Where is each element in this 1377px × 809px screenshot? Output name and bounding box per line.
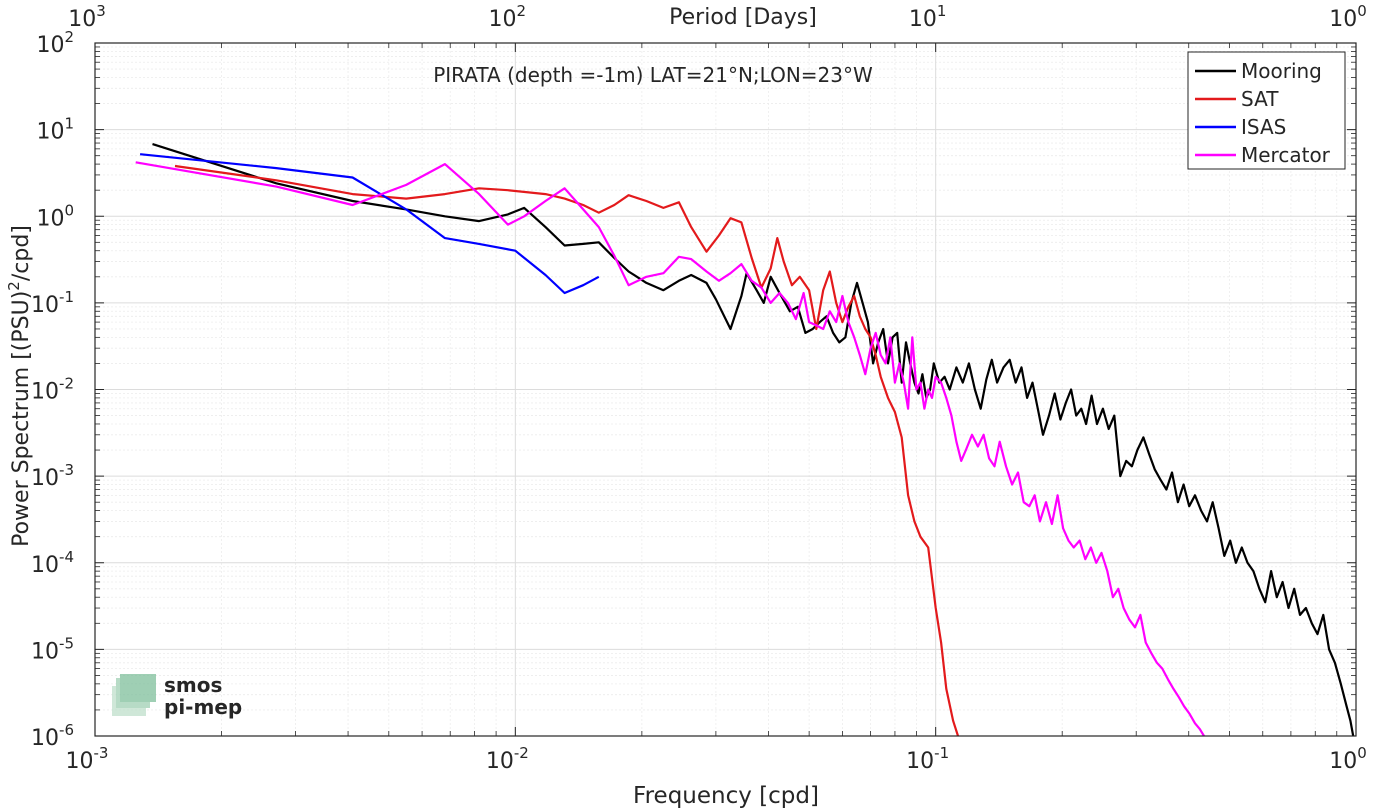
y-tick-label: 10-6 — [31, 721, 74, 751]
legend-label-sat: SAT — [1241, 87, 1279, 111]
x-axis-label: Frequency [cpd] — [633, 783, 819, 809]
top-tick-label: 103 — [68, 2, 106, 32]
y-tick-label: 101 — [36, 115, 74, 145]
top-tick-label: 102 — [489, 2, 527, 32]
tick-marks — [94, 42, 1357, 737]
y-tick-label: 102 — [36, 28, 74, 58]
y-tick-label: 10-1 — [31, 288, 74, 318]
legend-label-mooring: Mooring — [1241, 59, 1322, 83]
smos-pi-mep-logo: smos pi-mep — [112, 673, 242, 719]
x-tick-label: 10-1 — [906, 744, 949, 774]
legend-label-mercator: Mercator — [1241, 143, 1331, 167]
y-axis-label: Power Spectrum [(PSU)2/cpd] — [5, 225, 34, 547]
logo-text-line2: pi-mep — [164, 695, 242, 719]
y-tick-label: 10-4 — [31, 548, 74, 578]
y-tick-label: 100 — [36, 201, 74, 231]
y-tick-label: 10-3 — [31, 461, 74, 491]
top-axis-label: Period [Days] — [669, 5, 817, 30]
x-tick-label: 100 — [1329, 744, 1367, 774]
series-line-mooring — [152, 143, 1355, 736]
logo-text-line1: smos — [164, 673, 222, 697]
legend: Mooring SAT ISAS Mercator — [1187, 51, 1346, 170]
series-line-isas — [139, 153, 600, 295]
major-grid — [95, 43, 1356, 736]
top-tick-label: 100 — [1329, 2, 1367, 32]
y-tick-label: 10-5 — [31, 634, 74, 664]
y-tick-label: 10-2 — [31, 375, 74, 405]
chart-title: PIRATA (depth =-1m) LAT=21°N;LON=23°W — [433, 63, 873, 87]
series-layer — [135, 143, 1355, 736]
legend-label-isas: ISAS — [1241, 115, 1286, 139]
top-tick-label: 101 — [909, 2, 947, 32]
x-tick-label: 10-3 — [66, 744, 109, 774]
logo-mark — [112, 674, 156, 716]
minor-grid — [95, 43, 1356, 736]
x-tick-label: 10-2 — [486, 744, 529, 774]
series-line-mercator — [135, 161, 1205, 736]
